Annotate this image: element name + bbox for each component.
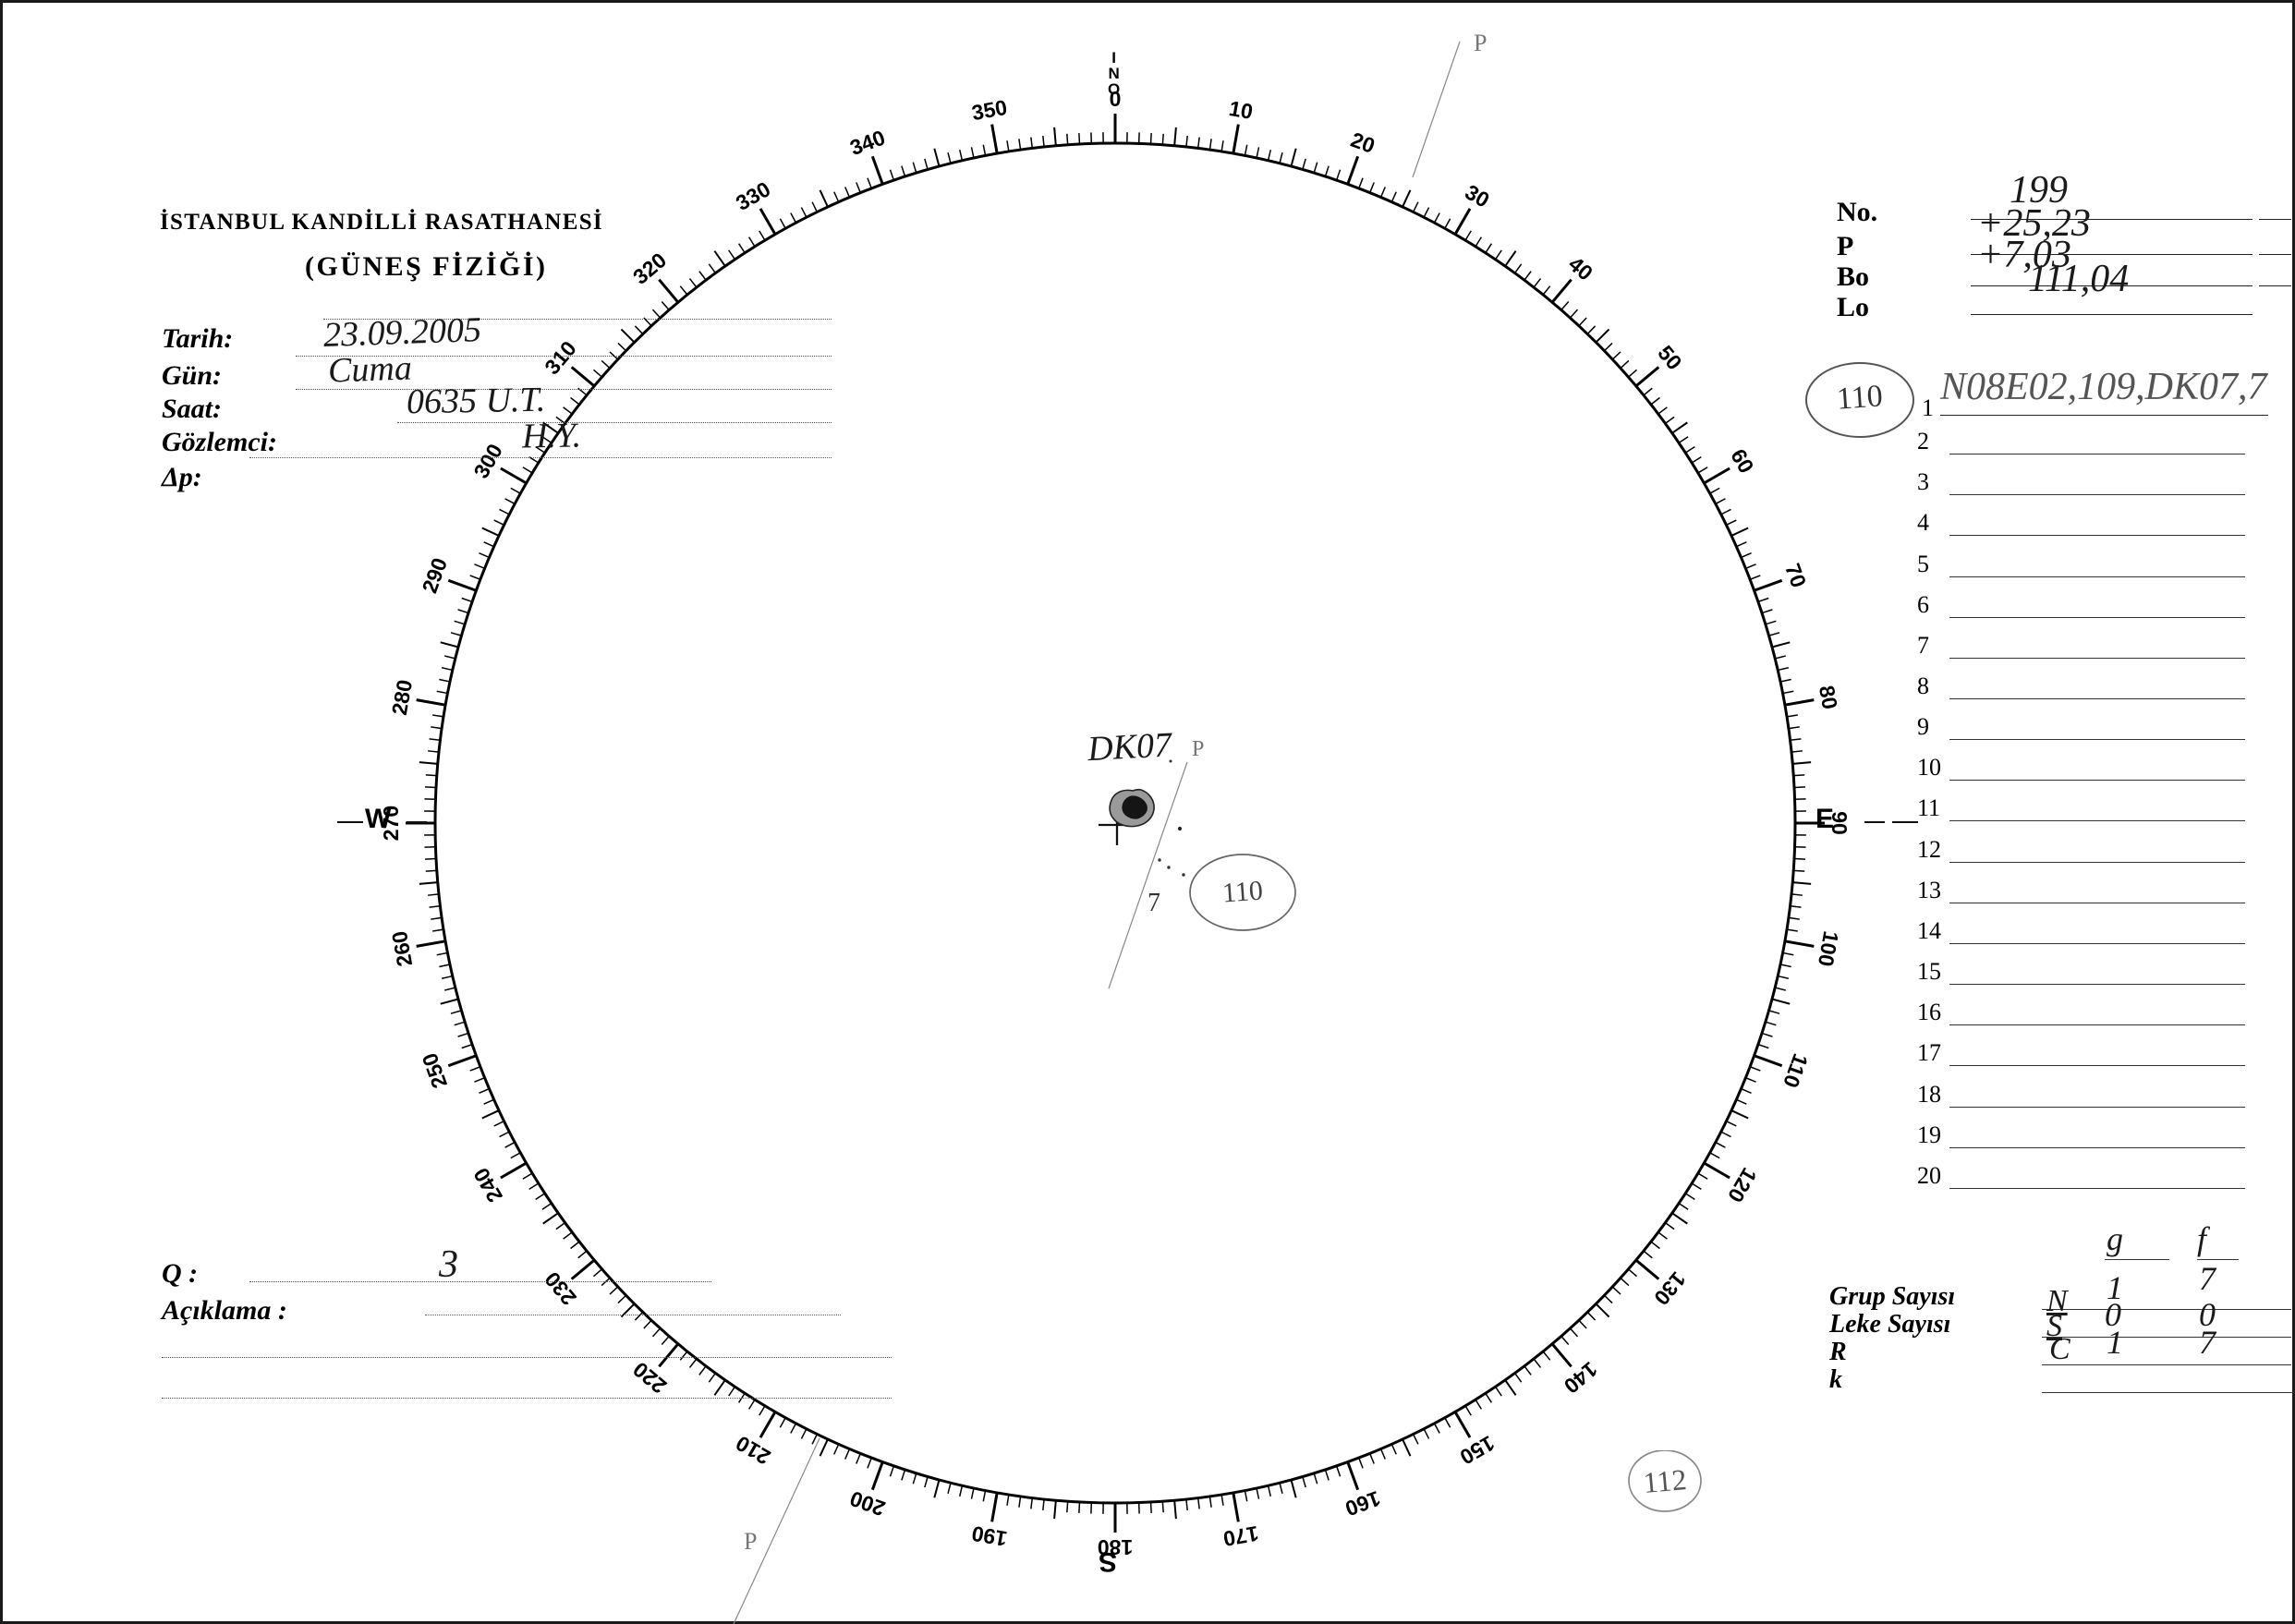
svg-text:70: 70 (1780, 560, 1811, 590)
svg-text:300: 300 (468, 440, 507, 482)
svg-text:60: 60 (1726, 444, 1758, 477)
svg-text:190: 190 (970, 1521, 1009, 1551)
svg-text:350: 350 (970, 95, 1009, 125)
svg-text:120: 120 (1723, 1164, 1762, 1206)
svg-text:170: 170 (1221, 1521, 1260, 1551)
svg-text:340: 340 (846, 126, 888, 161)
svg-text:10: 10 (1227, 96, 1255, 124)
svg-text:160: 160 (1342, 1486, 1384, 1521)
svg-text:220: 220 (628, 1357, 671, 1399)
svg-text:280: 280 (387, 678, 417, 717)
svg-text:230: 230 (540, 1267, 581, 1310)
svg-text:290: 290 (418, 554, 453, 596)
svg-text:20: 20 (1348, 127, 1378, 158)
svg-text:112: 112 (1642, 1462, 1688, 1499)
svg-text:7: 7 (1148, 889, 1160, 917)
svg-text:100: 100 (1814, 929, 1843, 968)
svg-text:110: 110 (1836, 379, 1884, 416)
svg-text:200: 200 (846, 1486, 888, 1521)
svg-text:P: P (744, 1528, 757, 1555)
svg-text:260: 260 (387, 929, 417, 968)
svg-text:310: 310 (540, 336, 581, 379)
svg-text:130: 130 (1649, 1267, 1691, 1310)
svg-text:DK07: DK07 (1086, 725, 1174, 769)
svg-text:80: 80 (1815, 684, 1842, 711)
svg-text:110: 110 (1221, 876, 1264, 909)
svg-text:P: P (1192, 737, 1204, 761)
svg-text:110: 110 (1779, 1050, 1813, 1091)
svg-text:140: 140 (1560, 1357, 1602, 1399)
svg-text:40: 40 (1564, 251, 1597, 285)
svg-text:50: 50 (1653, 341, 1686, 374)
svg-text:P: P (1474, 30, 1487, 56)
svg-text:330: 330 (732, 176, 774, 215)
svg-text:320: 320 (628, 248, 671, 289)
svg-text:250: 250 (418, 1050, 453, 1092)
svg-text:150: 150 (1456, 1431, 1499, 1470)
svg-text:240: 240 (468, 1164, 507, 1206)
